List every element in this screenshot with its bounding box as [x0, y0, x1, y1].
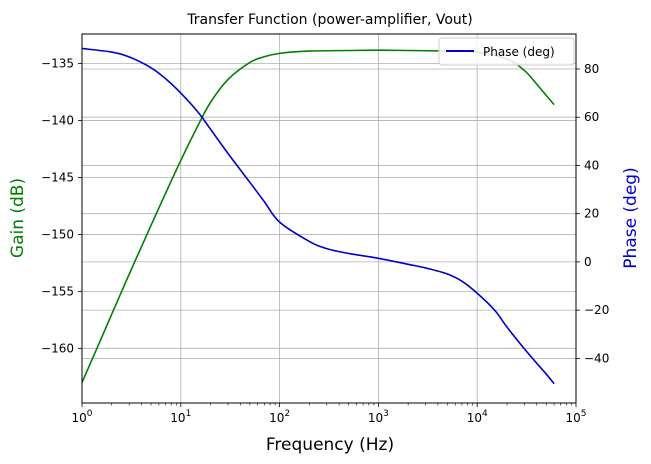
- x-axis-label: Frequency (Hz): [266, 435, 394, 455]
- y-right-tick-label: 80: [584, 62, 599, 76]
- x-tick-label: 102: [269, 409, 290, 425]
- y-axis-right: 80 60 40 20 0 −20 −40: [576, 62, 609, 365]
- chart-title: Transfer Function (power-amplifier, Vout…: [186, 12, 472, 28]
- legend-box: [438, 37, 575, 66]
- y-right-tick-label: 40: [584, 158, 599, 172]
- y-axis-left: −135 −140 −145 −150 −155 −160: [41, 57, 82, 355]
- x-tick-label: 103: [368, 409, 389, 425]
- x-tick-label: 100: [71, 409, 92, 425]
- x-tick-label: 101: [170, 409, 191, 425]
- series-line-phase: [81, 47, 555, 385]
- y-right-tick-label: −40: [584, 351, 609, 365]
- y-left-tick-label: −140: [41, 114, 74, 128]
- y-right-tick-label: 20: [584, 207, 599, 221]
- x-tick-label: 105: [565, 409, 586, 425]
- y-left-tick-label: −135: [41, 57, 74, 71]
- x-tick-label: 104: [467, 409, 488, 425]
- y-left-tick-label: −155: [41, 284, 74, 298]
- plot-frame: [81, 33, 577, 404]
- x-axis: 100 101 102 103 104 105: [71, 403, 587, 425]
- legend: Phase (deg): [438, 37, 575, 66]
- legend-label-phase: Phase (deg): [483, 45, 555, 59]
- y-axis-right-label: Phase (deg): [621, 167, 641, 268]
- y-left-tick-label: −150: [41, 227, 74, 241]
- y-left-tick-label: −145: [41, 171, 74, 185]
- y-right-tick-label: −20: [584, 303, 609, 317]
- y-right-tick-label: 0: [584, 255, 592, 269]
- y-left-tick-label: −160: [41, 341, 74, 355]
- y-axis-left-label: Gain (dB): [8, 178, 28, 258]
- y-right-tick-label: 60: [584, 110, 599, 124]
